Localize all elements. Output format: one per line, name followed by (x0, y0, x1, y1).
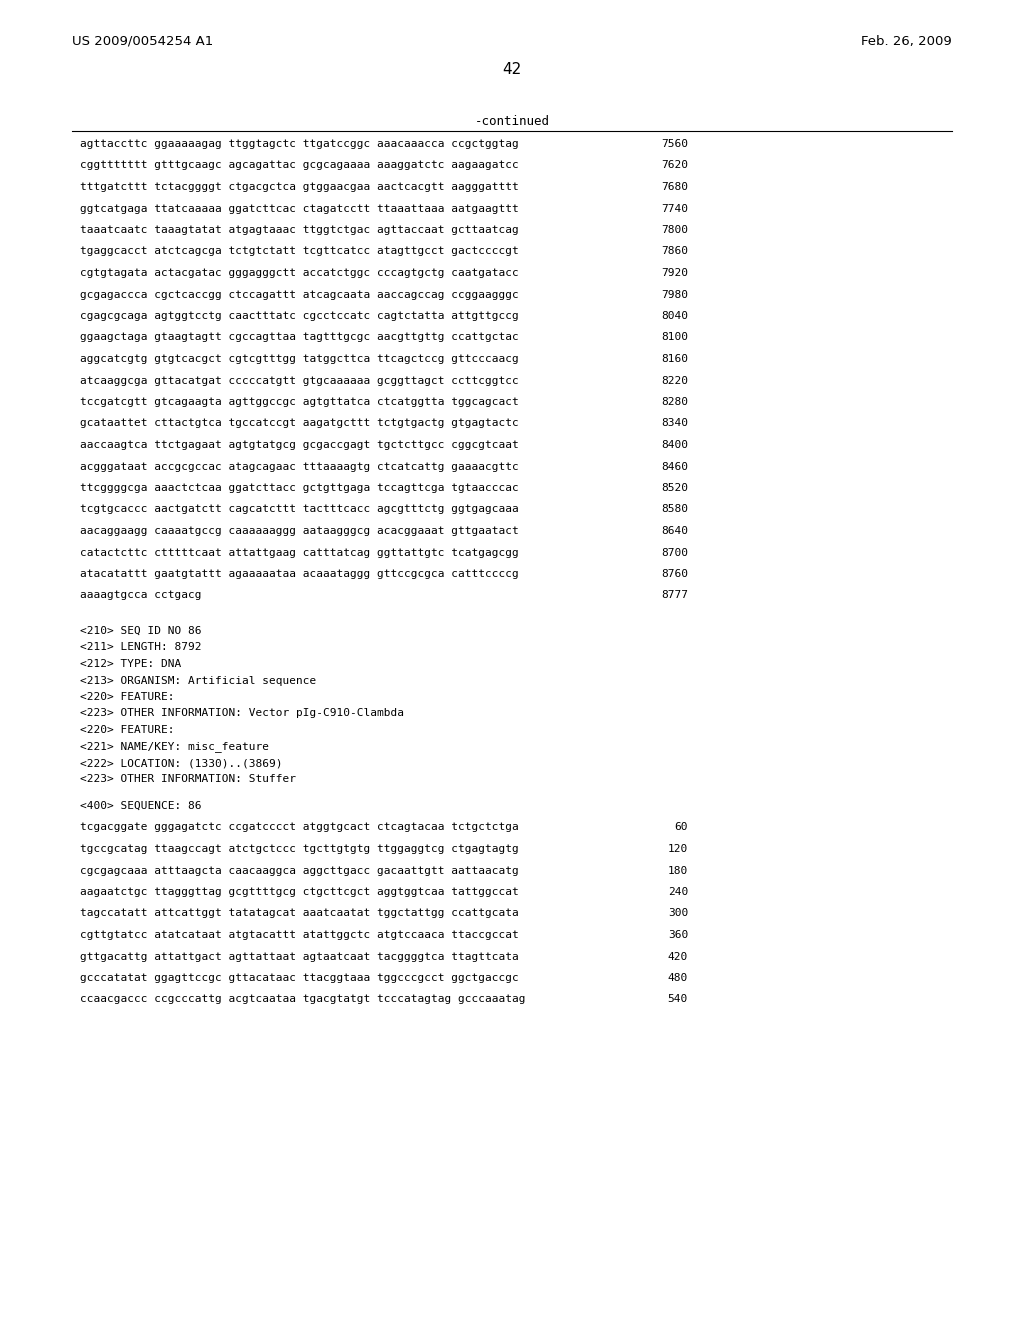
Text: <213> ORGANISM: Artificial sequence: <213> ORGANISM: Artificial sequence (80, 676, 316, 685)
Text: 7620: 7620 (662, 161, 688, 170)
Text: <221> NAME/KEY: misc_feature: <221> NAME/KEY: misc_feature (80, 742, 269, 752)
Text: 180: 180 (668, 866, 688, 875)
Text: <220> FEATURE:: <220> FEATURE: (80, 692, 174, 702)
Text: acgggataat accgcgccac atagcagaac tttaaaagtg ctcatcattg gaaaacgttc: acgggataat accgcgccac atagcagaac tttaaaa… (80, 462, 519, 471)
Text: atacatattt gaatgtattt agaaaaataa acaaataggg gttccgcgca catttccccg: atacatattt gaatgtattt agaaaaataa acaaata… (80, 569, 519, 579)
Text: 7980: 7980 (662, 289, 688, 300)
Text: 42: 42 (503, 62, 521, 77)
Text: 540: 540 (668, 994, 688, 1005)
Text: US 2009/0054254 A1: US 2009/0054254 A1 (72, 36, 213, 48)
Text: tcgtgcaccc aactgatctt cagcatcttt tactttcacc agcgtttctg ggtgagcaaa: tcgtgcaccc aactgatctt cagcatcttt tactttc… (80, 504, 519, 515)
Text: 8640: 8640 (662, 525, 688, 536)
Text: 60: 60 (675, 822, 688, 833)
Text: 8340: 8340 (662, 418, 688, 429)
Text: ggaagctaga gtaagtagtt cgccagttaa tagtttgcgc aacgttgttg ccattgctac: ggaagctaga gtaagtagtt cgccagttaa tagtttg… (80, 333, 519, 342)
Text: cgtgtagata actacgatac gggagggctt accatctggc cccagtgctg caatgatacc: cgtgtagata actacgatac gggagggctt accatct… (80, 268, 519, 279)
Text: aaaagtgcca cctgacg: aaaagtgcca cctgacg (80, 590, 202, 601)
Text: gcccatatat ggagttccgc gttacataac ttacggtaaa tggcccgcct ggctgaccgc: gcccatatat ggagttccgc gttacataac ttacggt… (80, 973, 519, 983)
Text: <212> TYPE: DNA: <212> TYPE: DNA (80, 659, 181, 669)
Text: <400> SEQUENCE: 86: <400> SEQUENCE: 86 (80, 801, 202, 810)
Text: 7740: 7740 (662, 203, 688, 214)
Text: agttaccttc ggaaaaagag ttggtagctc ttgatccggc aaacaaacca ccgctggtag: agttaccttc ggaaaaagag ttggtagctc ttgatcc… (80, 139, 519, 149)
Text: 7920: 7920 (662, 268, 688, 279)
Text: 300: 300 (668, 908, 688, 919)
Text: cgttgtatcc atatcataat atgtacattt atattggctc atgtccaaca ttaccgccat: cgttgtatcc atatcataat atgtacattt atattgg… (80, 931, 519, 940)
Text: taaatcaatc taaagtatat atgagtaaac ttggtctgac agttaccaat gcttaatcag: taaatcaatc taaagtatat atgagtaaac ttggtct… (80, 224, 519, 235)
Text: 480: 480 (668, 973, 688, 983)
Text: aacaggaagg caaaatgccg caaaaaaggg aataagggcg acacggaaat gttgaatact: aacaggaagg caaaatgccg caaaaaaggg aataagg… (80, 525, 519, 536)
Text: 8460: 8460 (662, 462, 688, 471)
Text: aagaatctgc ttagggttag gcgttttgcg ctgcttcgct aggtggtcaa tattggccat: aagaatctgc ttagggttag gcgttttgcg ctgcttc… (80, 887, 519, 898)
Text: 8280: 8280 (662, 397, 688, 407)
Text: <223> OTHER INFORMATION: Vector pIg-C910-Clambda: <223> OTHER INFORMATION: Vector pIg-C910… (80, 709, 404, 718)
Text: ccaacgaccc ccgcccattg acgtcaataa tgacgtatgt tcccatagtag gcccaaatag: ccaacgaccc ccgcccattg acgtcaataa tgacgta… (80, 994, 525, 1005)
Text: 8520: 8520 (662, 483, 688, 492)
Text: ttcggggcga aaactctcaa ggatcttacc gctgttgaga tccagttcga tgtaacccac: ttcggggcga aaactctcaa ggatcttacc gctgttg… (80, 483, 519, 492)
Text: 240: 240 (668, 887, 688, 898)
Text: 8700: 8700 (662, 548, 688, 557)
Text: 8040: 8040 (662, 312, 688, 321)
Text: 7800: 7800 (662, 224, 688, 235)
Text: cgcgagcaaa atttaagcta caacaaggca aggcttgacc gacaattgtt aattaacatg: cgcgagcaaa atttaagcta caacaaggca aggcttg… (80, 866, 519, 875)
Text: gcgagaccca cgctcaccgg ctccagattt atcagcaata aaccagccag ccggaagggc: gcgagaccca cgctcaccgg ctccagattt atcagca… (80, 289, 519, 300)
Text: 8160: 8160 (662, 354, 688, 364)
Text: 8220: 8220 (662, 375, 688, 385)
Text: 8100: 8100 (662, 333, 688, 342)
Text: gcataattet cttactgtca tgccatccgt aagatgcttt tctgtgactg gtgagtactc: gcataattet cttactgtca tgccatccgt aagatgc… (80, 418, 519, 429)
Text: aggcatcgtg gtgtcacgct cgtcgtttgg tatggcttca ttcagctccg gttcccaacg: aggcatcgtg gtgtcacgct cgtcgtttgg tatggct… (80, 354, 519, 364)
Text: cgagcgcaga agtggtcctg caactttatc cgcctccatc cagtctatta attgttgccg: cgagcgcaga agtggtcctg caactttatc cgcctcc… (80, 312, 519, 321)
Text: <210> SEQ ID NO 86: <210> SEQ ID NO 86 (80, 626, 202, 636)
Text: tgccgcatag ttaagccagt atctgctccc tgcttgtgtg ttggaggtcg ctgagtagtg: tgccgcatag ttaagccagt atctgctccc tgcttgt… (80, 843, 519, 854)
Text: 8777: 8777 (662, 590, 688, 601)
Text: tcgacggate gggagatctc ccgatcccct atggtgcact ctcagtacaa tctgctctga: tcgacggate gggagatctc ccgatcccct atggtgc… (80, 822, 519, 833)
Text: gttgacattg attattgact agttattaat agtaatcaat tacggggtca ttagttcata: gttgacattg attattgact agttattaat agtaatc… (80, 952, 519, 961)
Text: 8760: 8760 (662, 569, 688, 579)
Text: cggttttttt gtttgcaagc agcagattac gcgcagaaaa aaaggatctc aagaagatcc: cggttttttt gtttgcaagc agcagattac gcgcaga… (80, 161, 519, 170)
Text: tttgatcttt tctacggggt ctgacgctca gtggaacgaa aactcacgtt aagggatttt: tttgatcttt tctacggggt ctgacgctca gtggaac… (80, 182, 519, 191)
Text: Feb. 26, 2009: Feb. 26, 2009 (861, 36, 952, 48)
Text: -continued: -continued (474, 115, 550, 128)
Text: 7680: 7680 (662, 182, 688, 191)
Text: 7860: 7860 (662, 247, 688, 256)
Text: tgaggcacct atctcagcga tctgtctatt tcgttcatcc atagttgcct gactccccgt: tgaggcacct atctcagcga tctgtctatt tcgttca… (80, 247, 519, 256)
Text: 8580: 8580 (662, 504, 688, 515)
Text: <211> LENGTH: 8792: <211> LENGTH: 8792 (80, 643, 202, 652)
Text: 7560: 7560 (662, 139, 688, 149)
Text: aaccaagtca ttctgagaat agtgtatgcg gcgaccgagt tgctcttgcc cggcgtcaat: aaccaagtca ttctgagaat agtgtatgcg gcgaccg… (80, 440, 519, 450)
Text: tagccatatt attcattggt tatatagcat aaatcaatat tggctattgg ccattgcata: tagccatatt attcattggt tatatagcat aaatcaa… (80, 908, 519, 919)
Text: tccgatcgtt gtcagaagta agttggccgc agtgttatca ctcatggtta tggcagcact: tccgatcgtt gtcagaagta agttggccgc agtgtta… (80, 397, 519, 407)
Text: 120: 120 (668, 843, 688, 854)
Text: <223> OTHER INFORMATION: Stuffer: <223> OTHER INFORMATION: Stuffer (80, 775, 296, 784)
Text: ggtcatgaga ttatcaaaaa ggatcttcac ctagatcctt ttaaattaaa aatgaagttt: ggtcatgaga ttatcaaaaa ggatcttcac ctagatc… (80, 203, 519, 214)
Text: 360: 360 (668, 931, 688, 940)
Text: atcaaggcga gttacatgat cccccatgtt gtgcaaaaaa gcggttagct ccttcggtcc: atcaaggcga gttacatgat cccccatgtt gtgcaaa… (80, 375, 519, 385)
Text: <220> FEATURE:: <220> FEATURE: (80, 725, 174, 735)
Text: catactcttc ctttttcaat attattgaag catttatcag ggttattgtc tcatgagcgg: catactcttc ctttttcaat attattgaag catttat… (80, 548, 519, 557)
Text: <222> LOCATION: (1330)..(3869): <222> LOCATION: (1330)..(3869) (80, 758, 283, 768)
Text: 420: 420 (668, 952, 688, 961)
Text: 8400: 8400 (662, 440, 688, 450)
